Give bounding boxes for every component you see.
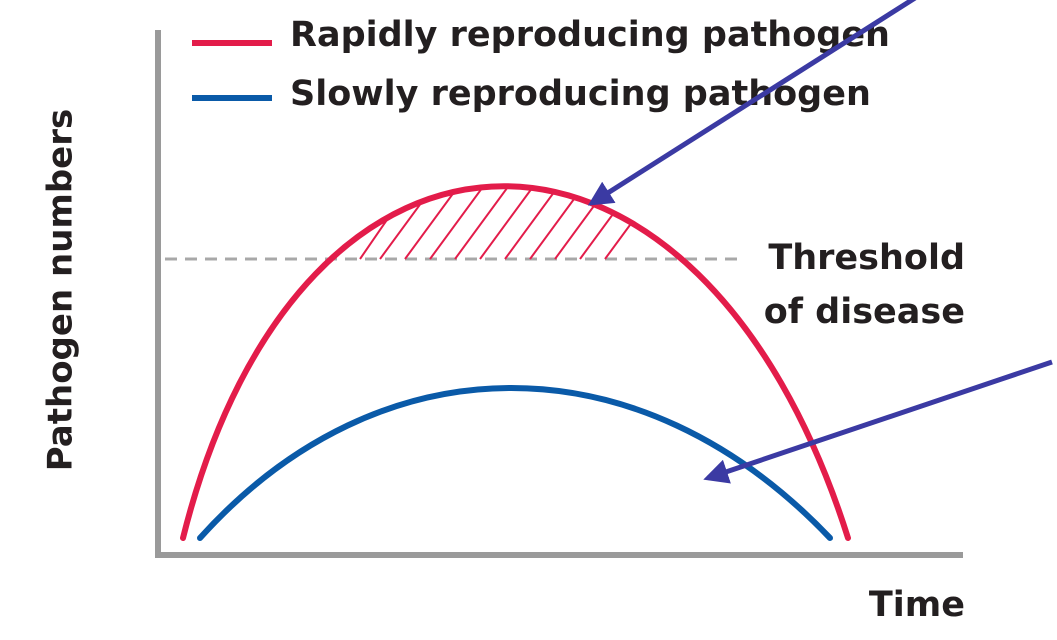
y-axis-label: Pathogen numbers: [41, 109, 81, 471]
x-axis-label: Time: [869, 585, 965, 625]
threshold-label: Threshold: [768, 238, 965, 278]
rapid-curve: [180, 183, 851, 541]
arrow: [703, 359, 1053, 484]
legend-label: Slowly reproducing pathogen: [290, 74, 871, 114]
threshold-label: of disease: [764, 292, 965, 332]
arrow: [587, 0, 917, 206]
legend-label: Rapidly reproducing pathogen: [290, 15, 890, 55]
